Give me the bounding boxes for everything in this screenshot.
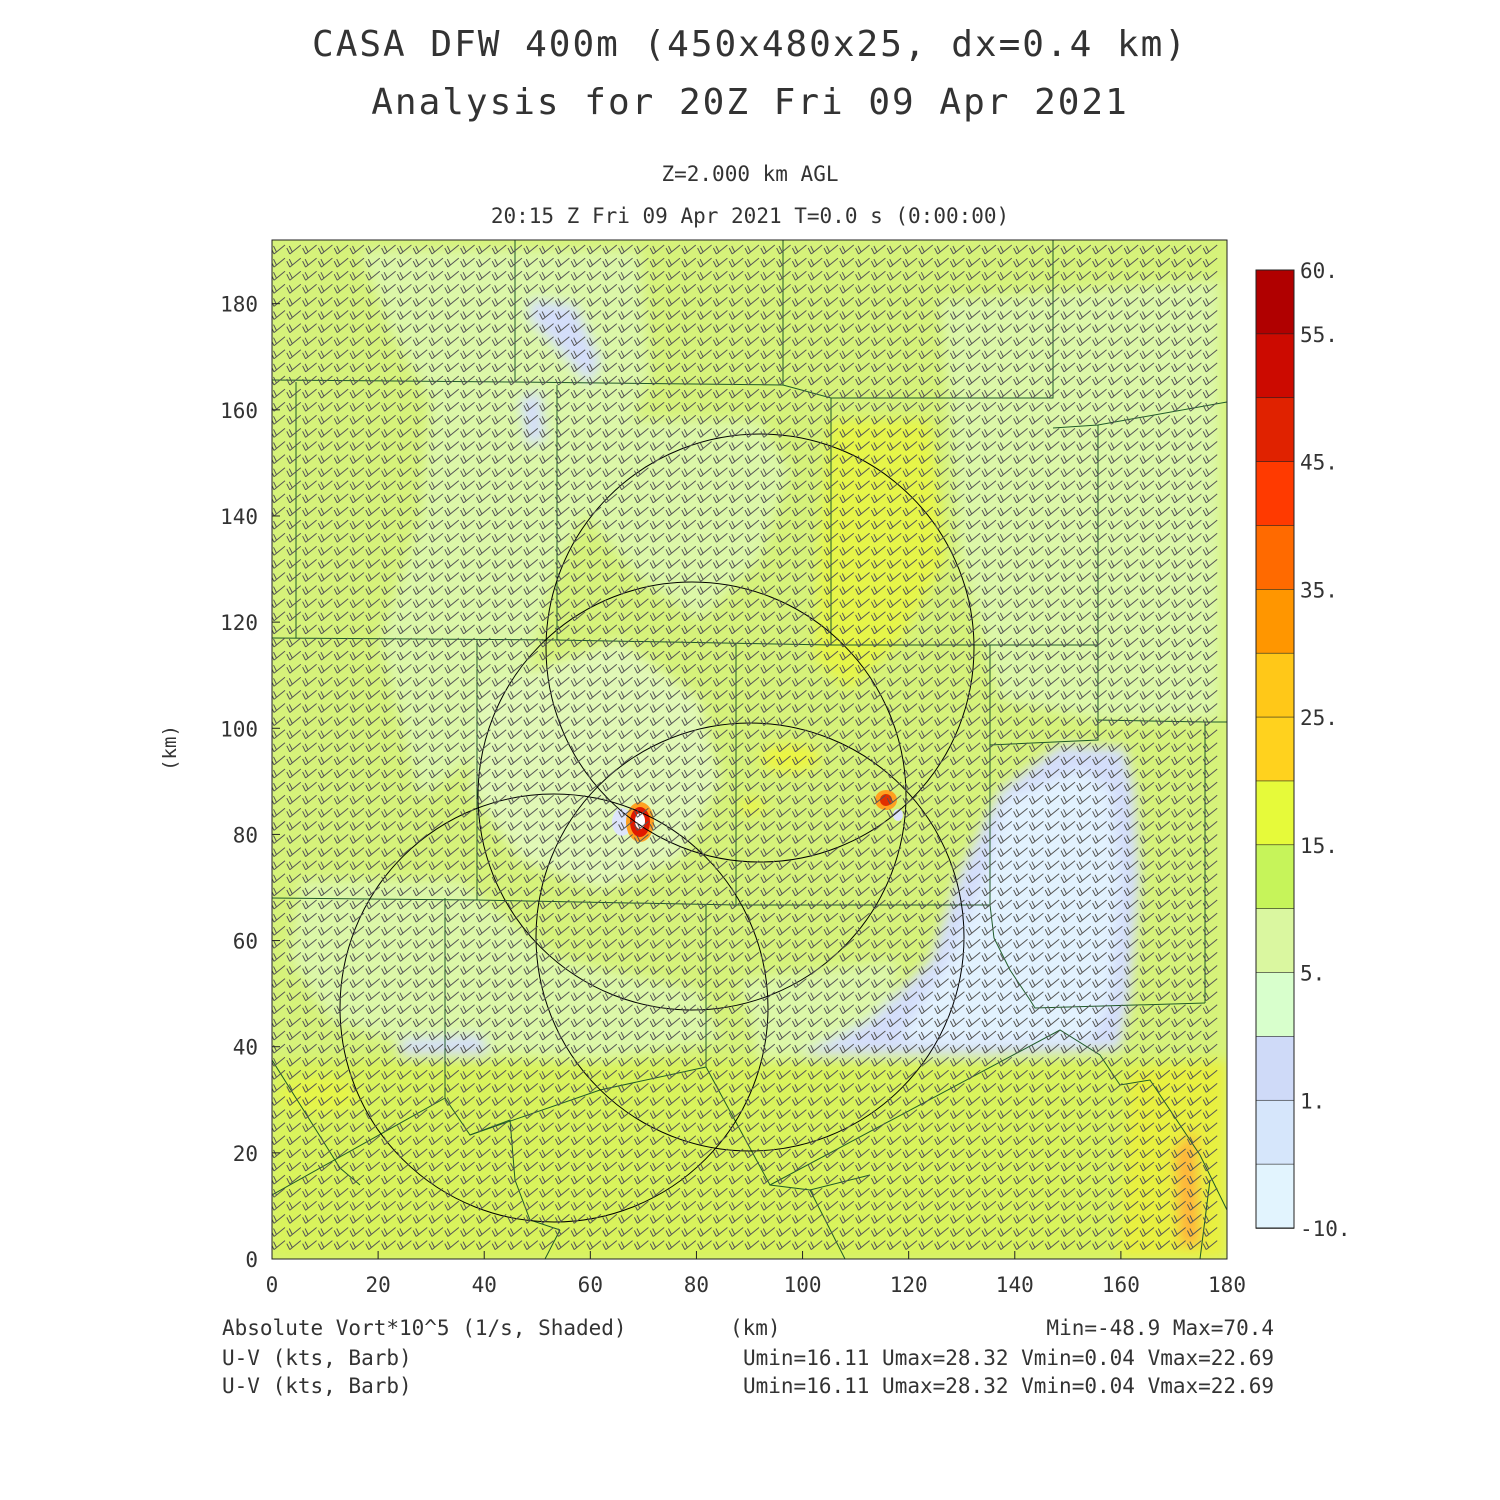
radar-ring-center xyxy=(477,581,907,1011)
colorbar-label: 25. xyxy=(1300,706,1338,730)
colorbar-bin xyxy=(1255,333,1295,399)
colorbar-label: 60. xyxy=(1300,259,1338,283)
x-tick-label: 60 xyxy=(578,1273,603,1297)
colorbar-bin xyxy=(1255,397,1295,463)
radar-ring-northeast xyxy=(545,433,975,863)
plot-frame xyxy=(271,239,1228,1260)
plot-title-line2: Analysis for 20Z Fri 09 Apr 2021 xyxy=(371,82,1129,123)
y-tick-label: 100 xyxy=(220,717,258,741)
wind-barbs xyxy=(272,244,1218,1250)
y-tick-label: 40 xyxy=(233,1036,258,1060)
x-tick-label: 40 xyxy=(472,1273,497,1297)
level-label: Z=2.000 km AGL xyxy=(661,162,839,186)
colorbar-bin xyxy=(1255,589,1295,654)
y-tick-label: 140 xyxy=(220,505,258,529)
radar-ring-southwest xyxy=(339,793,769,1223)
colorbar-label: 15. xyxy=(1300,834,1338,858)
x-tick-label: 180 xyxy=(1208,1273,1246,1297)
colorbar-bin xyxy=(1255,1036,1295,1102)
yellow-spot-center xyxy=(738,799,766,813)
footer-minmax: Min=-48.9 Max=70.4 xyxy=(1046,1316,1274,1340)
y-axis: 0 20 40 60 80 100 120 140 160 180 xyxy=(220,293,280,1272)
footer-x-unit: (km) xyxy=(730,1316,781,1340)
orange-zone-southeast xyxy=(1175,1130,1200,1245)
yellow-spot-east xyxy=(760,744,820,772)
colorbar-label: 1. xyxy=(1300,1089,1325,1113)
x-axis: 0 20 40 60 80 100 120 140 160 180 xyxy=(266,1251,1246,1297)
footer-barb-label-1: U-V (kts, Barb) xyxy=(222,1346,412,1370)
x-tick-label: 0 xyxy=(266,1273,279,1297)
y-axis-label: (km) xyxy=(159,725,181,771)
valid-time-label: 20:15 Z Fri 09 Apr 2021 T=0.0 s (0:00:00… xyxy=(490,204,1010,228)
y-tick-label: 20 xyxy=(233,1142,258,1166)
footer-barb-label-2: U-V (kts, Barb) xyxy=(222,1374,412,1398)
x-tick-label: 20 xyxy=(365,1273,390,1297)
plot-title-line1: CASA DFW 400m (450x480x25, dx=0.4 km) xyxy=(312,24,1188,65)
colorbar-bin xyxy=(1255,652,1295,718)
y-tick-label: 120 xyxy=(220,611,258,635)
colorbar-frame xyxy=(1255,269,1295,1229)
yellow-band-south xyxy=(272,1060,1227,1259)
colorbar-bin xyxy=(1255,1099,1295,1165)
colorbar-bin xyxy=(1255,525,1295,591)
yellow-spot-southwest xyxy=(280,1077,360,1113)
colorbar-bin xyxy=(1255,1163,1295,1229)
y-tick-label: 60 xyxy=(233,930,258,954)
colorbar-bin xyxy=(1255,844,1295,910)
colorbar-bin xyxy=(1255,461,1295,527)
colorbar-bin xyxy=(1255,269,1295,335)
colorbar-label: 55. xyxy=(1300,323,1338,347)
x-tick-label: 120 xyxy=(890,1273,928,1297)
colorbar-bin xyxy=(1255,972,1295,1038)
x-tick-label: 80 xyxy=(684,1273,709,1297)
x-tick-label: 100 xyxy=(784,1273,822,1297)
yellow-band-southeast xyxy=(1120,1060,1227,1259)
colorbar-label: 5. xyxy=(1300,962,1325,986)
colorbar-label: 35. xyxy=(1300,578,1338,602)
y-tick-label: 160 xyxy=(220,399,258,423)
x-tick-label: 140 xyxy=(996,1273,1034,1297)
footer-uv-stats-2: Umin=16.11 Umax=28.32 Vmin=0.04 Vmax=22.… xyxy=(742,1374,1274,1398)
x-tick-label: 160 xyxy=(1102,1273,1140,1297)
yellow-band-north xyxy=(815,420,945,690)
footer-field-label: Absolute Vort*10^5 (1/s, Shaded) xyxy=(222,1316,627,1340)
colorbar-bin xyxy=(1255,716,1295,782)
colorbar-label: -10. xyxy=(1300,1217,1351,1241)
colorbar-bin xyxy=(1255,908,1295,974)
footer-uv-stats-1: Umin=16.11 Umax=28.32 Vmin=0.04 Vmax=22.… xyxy=(742,1346,1274,1370)
y-tick-label: 180 xyxy=(220,293,258,317)
colorbar-bin xyxy=(1255,780,1295,846)
y-tick-label: 80 xyxy=(233,823,258,847)
y-tick-label: 0 xyxy=(245,1248,258,1272)
colorbar-label: 45. xyxy=(1300,451,1338,475)
wind-barb-grid xyxy=(272,244,1218,1250)
colorbar: 60. 55. 45. 35. 25. 15. 5. 1. -10. xyxy=(1255,259,1351,1241)
pale-zone-north xyxy=(360,250,650,800)
pale-zone-southwest xyxy=(290,880,720,1060)
blue-zone-northwest xyxy=(530,300,600,385)
